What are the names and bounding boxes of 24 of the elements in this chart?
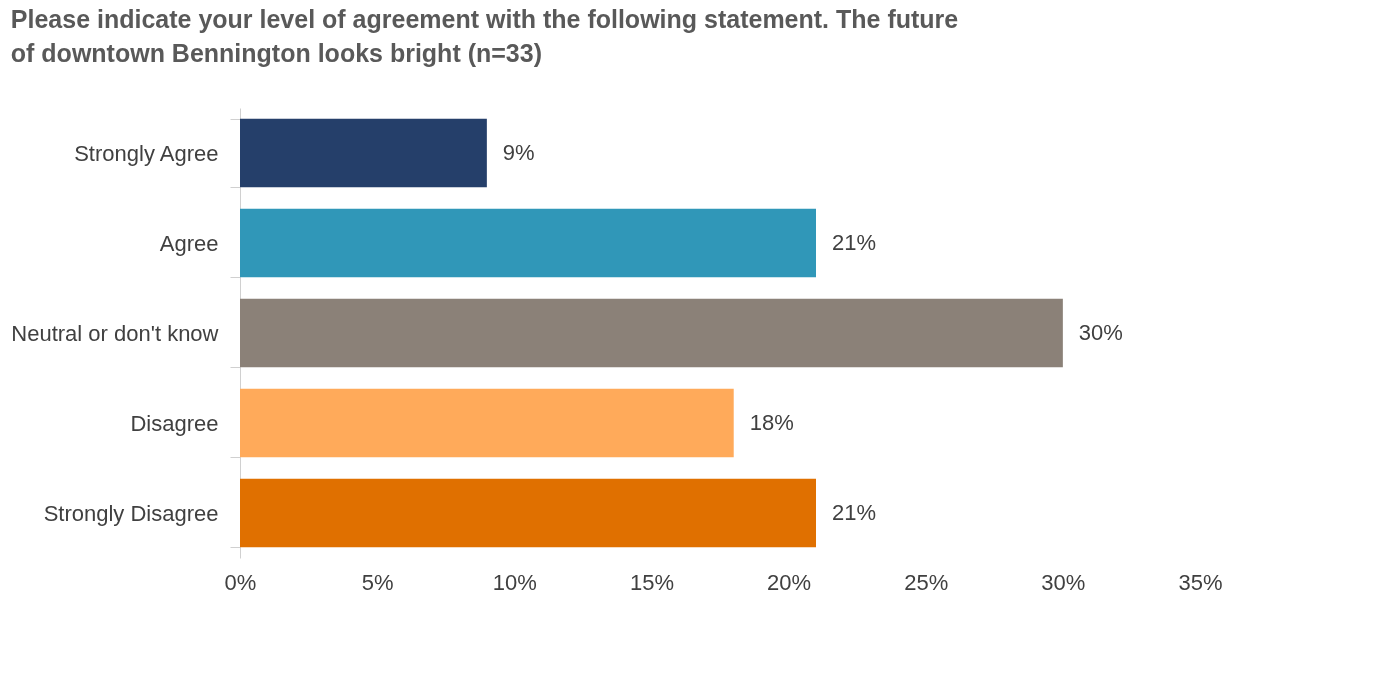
data-label: 21% [832,500,877,525]
data-label: 18% [749,410,794,435]
y-tick-label: Agree [159,230,219,256]
data-label: 21% [832,230,877,255]
x-tick-label: 5% [361,569,394,595]
bar [240,208,816,278]
x-tick-label: 0% [224,569,257,595]
data-label: 9% [502,140,535,165]
bar [240,118,487,188]
bar [240,478,816,548]
y-tick-label: Strongly Agree [74,140,219,166]
chart-title: Please indicate your level of agreement with the following statement. The future of downtown Bennington looks bright (n=33) [10,5,959,67]
x-tick-label: 30% [1041,569,1086,595]
x-tick-label: 10% [492,569,537,595]
x-tick-label: 20% [767,569,812,595]
data-label: 30% [1078,320,1123,345]
x-tick-label: 15% [629,569,674,595]
y-tick-label: Disagree [130,410,219,436]
y-tick-label: Neutral or don't know [11,320,219,346]
bar [240,388,734,458]
x-tick-label: 25% [904,569,949,595]
bar [240,298,1063,368]
x-tick-label: 35% [1178,569,1223,595]
y-tick-label: Strongly Disagree [43,500,219,526]
